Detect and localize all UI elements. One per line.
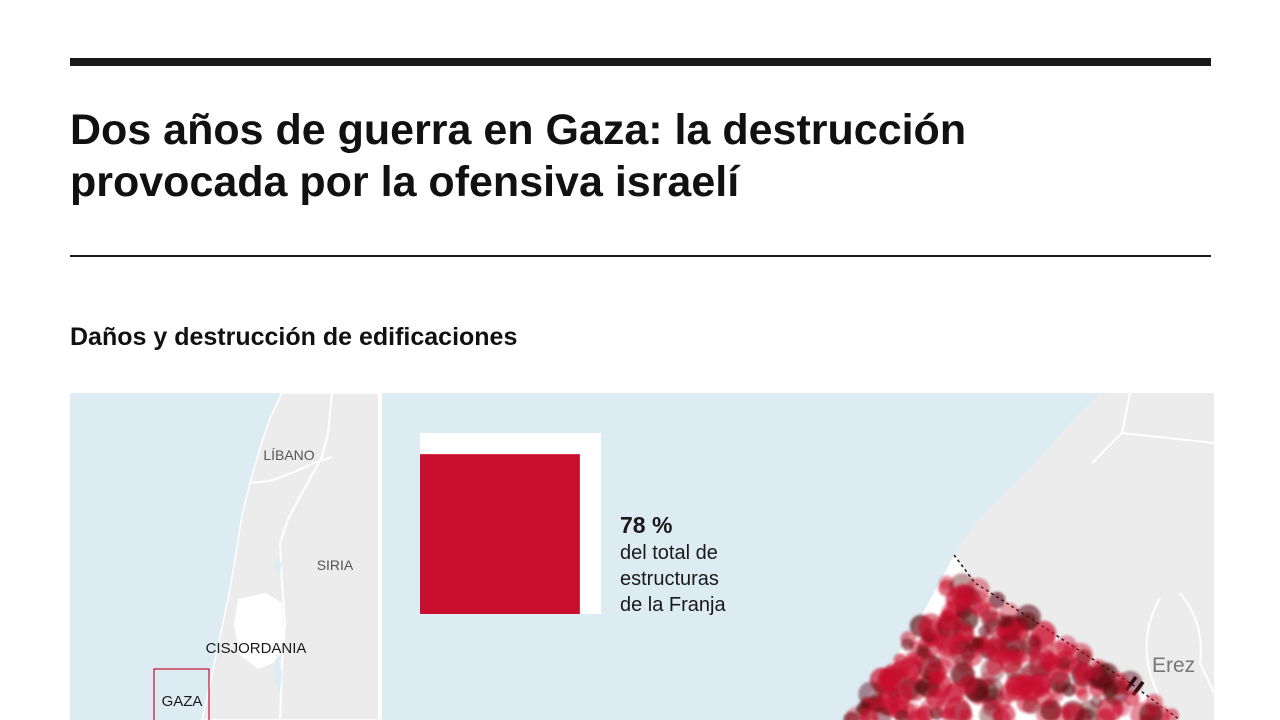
label-syria: SIRIA — [317, 557, 354, 573]
damage-dot — [1063, 642, 1077, 656]
damage-dot — [1096, 708, 1116, 720]
panel-divider — [378, 393, 382, 720]
damage-dot — [1164, 708, 1179, 720]
damage-dot — [1016, 692, 1037, 713]
map-svg: LÍBANO SIRIA CISJORDANIA GAZA Erez — [70, 393, 1214, 720]
gaza-locator-frame — [153, 668, 210, 720]
dead-sea — [274, 655, 282, 693]
label-erez: Erez — [1152, 654, 1195, 677]
damage-dot — [1088, 665, 1103, 680]
damage-dot — [999, 683, 1019, 703]
damage-dot — [1073, 663, 1094, 683]
damage-dot — [1145, 704, 1158, 717]
road-2 — [1121, 432, 1214, 444]
damage-dot — [996, 649, 1011, 665]
damage-dot — [894, 685, 913, 704]
damage-dot — [1033, 687, 1053, 707]
damage-dot — [978, 603, 998, 623]
damage-dot — [893, 653, 907, 667]
stat-annotation: 78 % del total de estructuras de la Fran… — [620, 510, 920, 618]
damage-dot — [937, 610, 960, 632]
damage-dot — [945, 681, 966, 702]
stat-value: 78 % — [620, 512, 673, 538]
damage-dot — [938, 646, 961, 668]
damage-dot — [894, 665, 920, 691]
damage-dot — [934, 698, 955, 719]
top-rule — [70, 58, 1211, 66]
damage-dot — [993, 703, 1016, 720]
israel-border — [279, 542, 287, 720]
damage-dot — [1124, 691, 1140, 707]
israel-land — [954, 393, 1214, 720]
damage-dot — [998, 614, 1013, 629]
damage-dot — [965, 577, 990, 603]
stat-description-line-2: estructuras — [620, 568, 719, 590]
damage-dot — [1076, 688, 1089, 701]
headline: Dos años de guerra en Gaza: la destrucci… — [70, 106, 967, 206]
damage-dot — [914, 680, 929, 695]
damage-dot — [1054, 706, 1071, 720]
west-bank-area — [234, 593, 284, 669]
damage-dot — [878, 672, 894, 688]
damage-dot — [1061, 682, 1076, 697]
damage-dot — [916, 644, 929, 658]
sea-of-galilee — [274, 559, 282, 573]
damage-dot — [959, 709, 973, 720]
damage-dot — [926, 670, 943, 686]
damage-dot — [1005, 621, 1030, 646]
damage-dot — [1020, 666, 1043, 689]
damaged-structures-square — [420, 454, 580, 614]
main-map: Erez — [843, 393, 1214, 720]
label-west-bank: CISJORDANIA — [206, 640, 307, 657]
damage-dot — [901, 638, 914, 651]
damage-dot — [988, 591, 1006, 609]
stat-description-line-3: de la Franja — [620, 594, 726, 616]
proportion-graphic — [420, 433, 601, 614]
damage-dot — [1102, 681, 1119, 698]
damage-density-layer — [843, 573, 1179, 720]
label-lebanon: LÍBANO — [263, 447, 314, 463]
label-gaza: GAZA — [162, 693, 203, 710]
stat-description-line-1: del total de — [620, 542, 718, 564]
damage-dot — [1028, 646, 1054, 671]
damage-dot — [971, 636, 985, 649]
syria-border — [279, 393, 333, 544]
map-area: LÍBANO SIRIA CISJORDANIA GAZA Erez — [70, 393, 1214, 720]
damage-dot — [979, 671, 995, 687]
road-4 — [1179, 592, 1214, 694]
damage-dot — [985, 658, 1003, 675]
locator-map: LÍBANO SIRIA CISJORDANIA GAZA — [70, 393, 382, 720]
damage-dot — [918, 613, 944, 639]
headline-divider — [70, 255, 1211, 257]
damage-dot — [859, 707, 879, 720]
section-title: Daños y destrucción de edificaciones — [70, 323, 518, 351]
damage-dot — [1074, 707, 1099, 720]
damage-dot — [978, 625, 991, 638]
damage-dot — [895, 709, 909, 720]
damage-dot — [909, 711, 927, 720]
